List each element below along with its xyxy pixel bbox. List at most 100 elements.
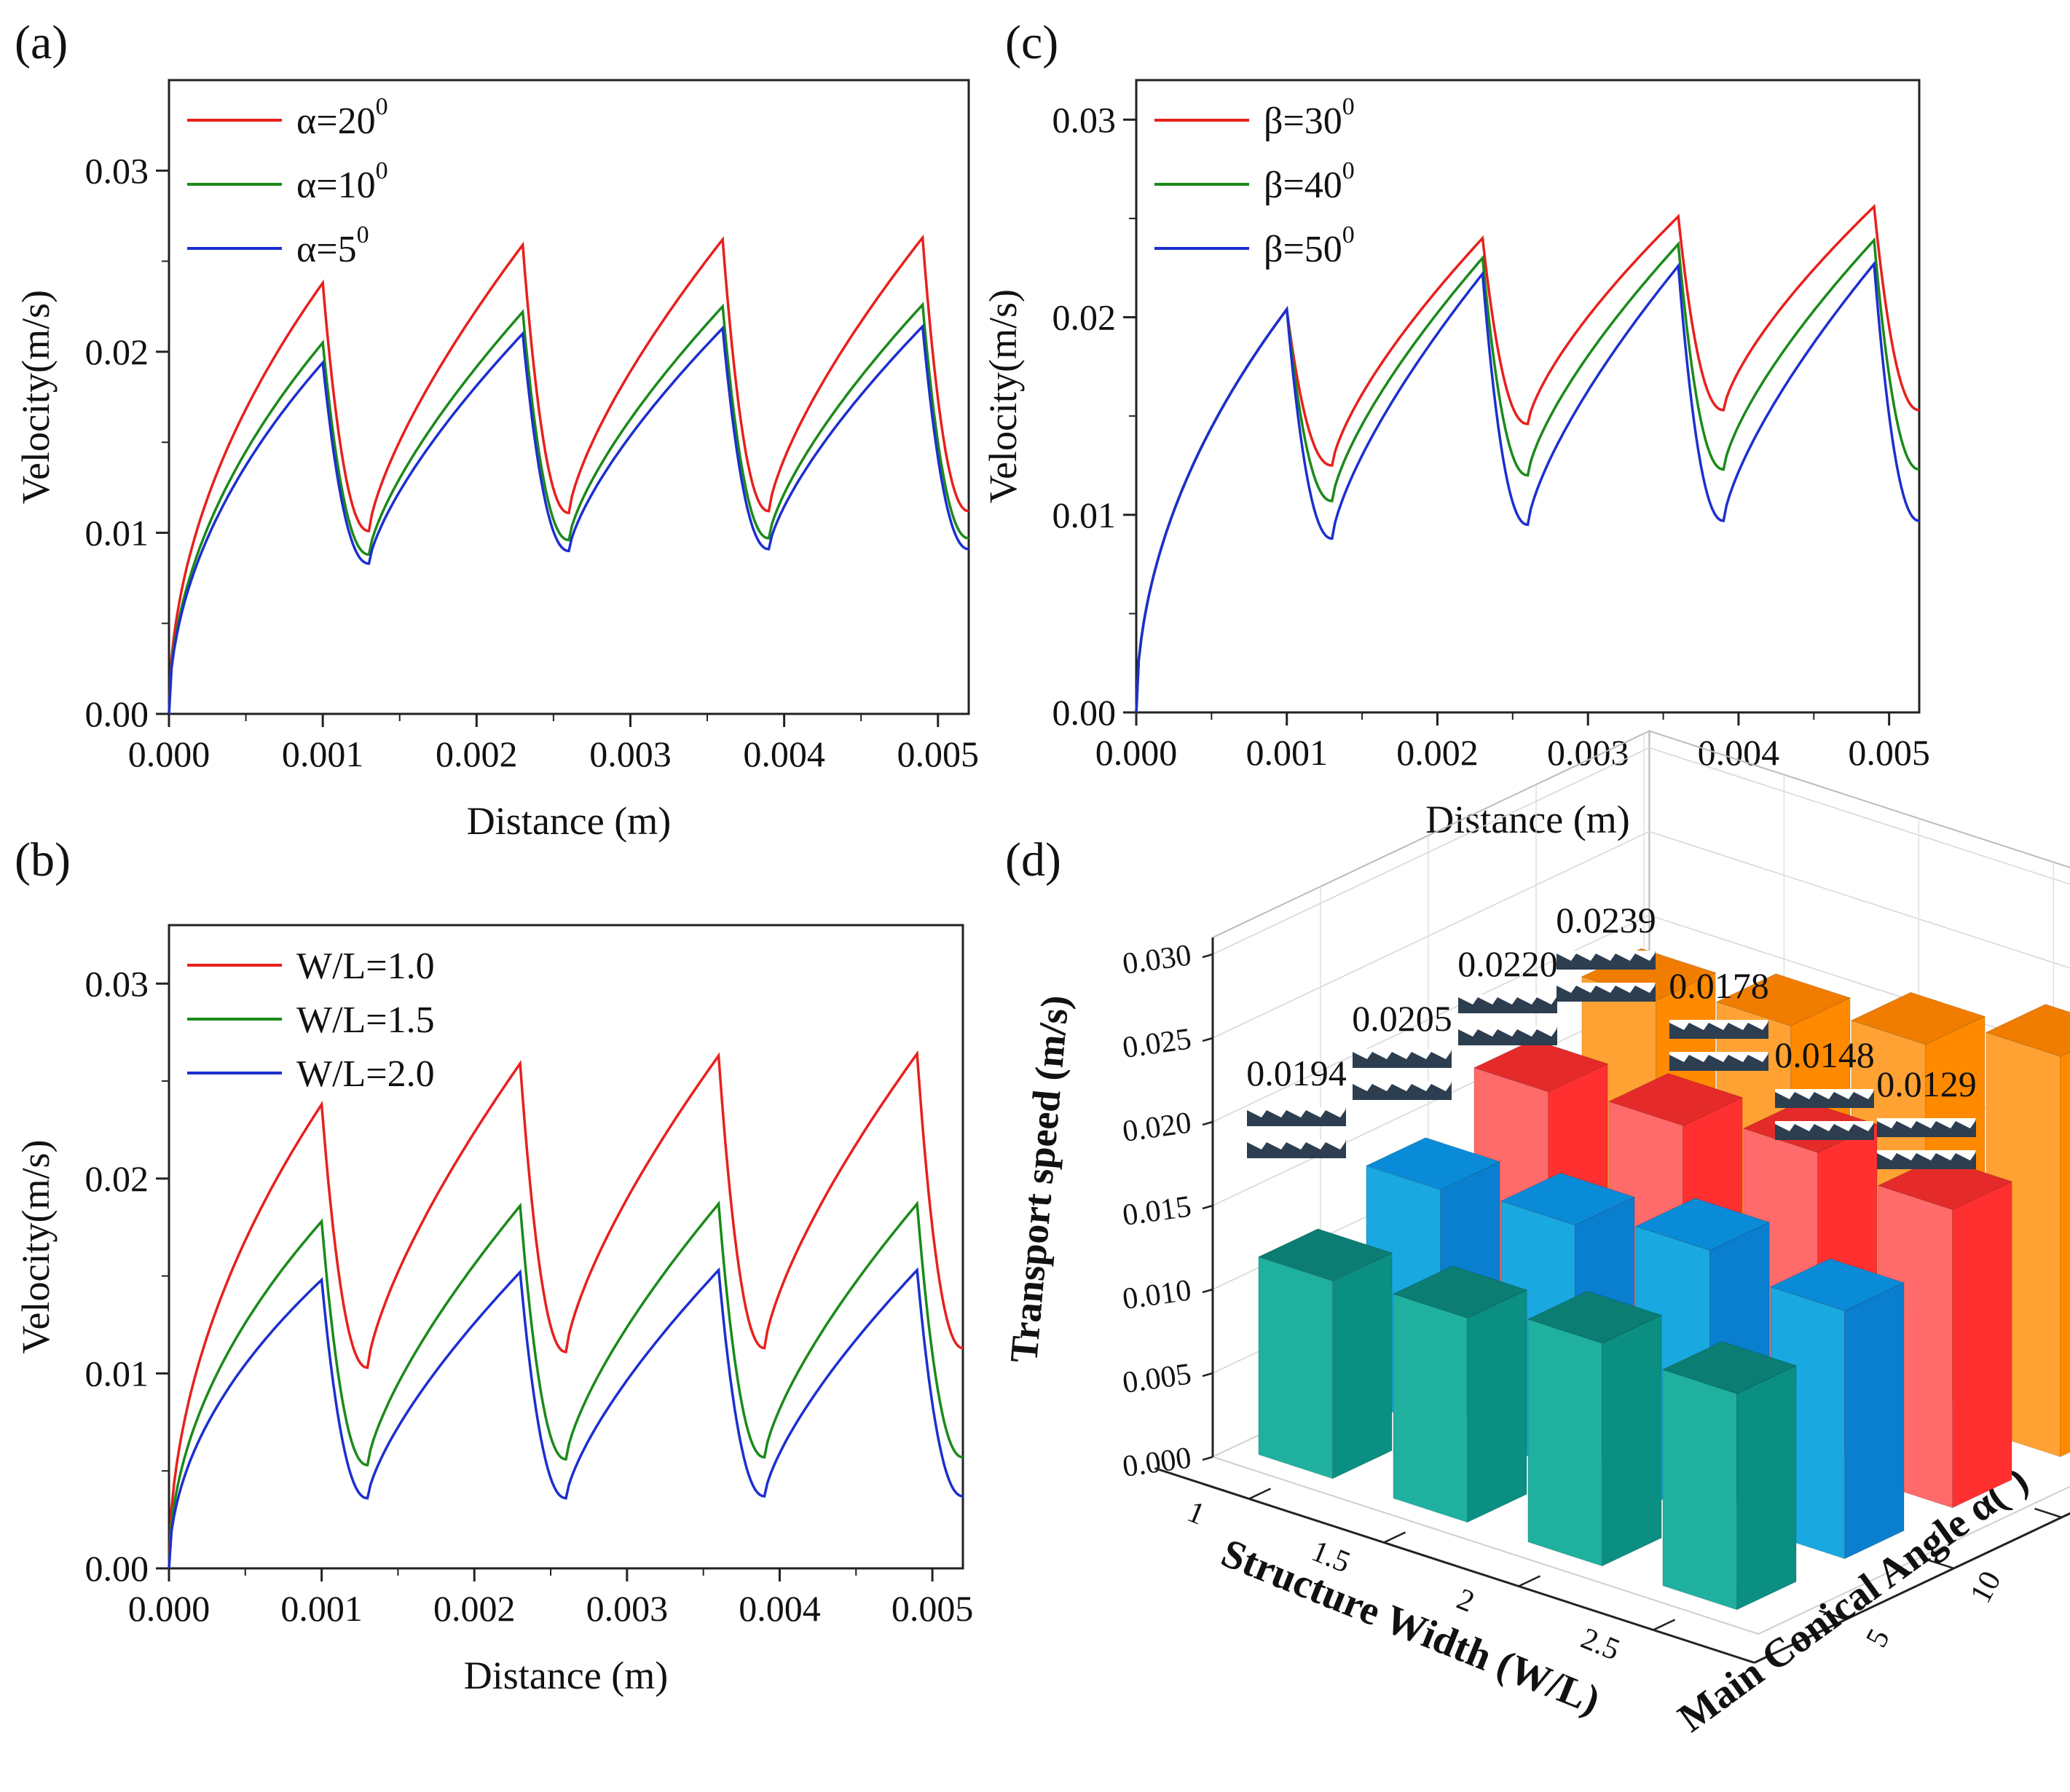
thumbnail-teeth [1247,1107,1346,1117]
thumbnail-teeth [1669,1052,1768,1062]
bar-top-face [1473,1039,1609,1093]
z-tick-mark [1202,1455,1213,1461]
structure-thumbnail [1458,994,1557,1045]
y-tick-label: 0.00 [85,693,149,734]
z-tick-mark [1202,1037,1213,1042]
thumbnail-teeth [1353,1049,1452,1059]
y-axis-label: Velocity(m/s) [14,1140,58,1354]
a-axis-line [1754,1512,2070,1664]
w-axis-label: Structure Width (W/L) [1215,1530,1606,1724]
legend-entry: β=300 [1264,93,1355,142]
thumbnail-teeth [1247,1139,1346,1150]
structure-thumbnail [1669,1020,1768,1071]
y-tick-label: 0.00 [1052,692,1117,733]
w-tick-label: 2.5 [1576,1622,1624,1667]
y-tick-label: 0.03 [85,150,149,191]
x-tick-label: 0.000 [128,734,210,774]
legend-superscript: 0 [1342,157,1355,184]
series-line-0 [168,234,969,715]
legend-entry: W/L=2.0 [296,1053,435,1095]
z-tick-mark [1202,1204,1213,1210]
y-tick-label: 0.02 [85,331,149,372]
x-tick-label: 0.004 [743,734,825,774]
thumbnail-teeth [1557,951,1656,961]
bar-top-face [1392,1265,1528,1319]
value-label: 0.0205 [1352,998,1452,1039]
legend-text: α=20 [296,101,376,142]
series-line-1 [168,1200,964,1569]
z-tick-label: 0.030 [1120,938,1193,981]
y-axis-label: Velocity(m/s) [14,290,58,504]
y-tick-label: 0.01 [85,512,149,553]
a-tick-mark [2034,1507,2062,1519]
z-gridline [1212,747,2070,955]
a-tick-label: 10 [1964,1566,2007,1609]
y-axis-label: Velocity(m/s) [981,289,1025,503]
legend-entry: β=500 [1264,221,1355,270]
bar-front-face [1527,1319,1603,1567]
bar-front-face [1393,1293,1468,1523]
bar-side-face [2060,1051,2070,1458]
thumbnail-teeth [1353,1081,1452,1091]
legend-text: β=40 [1264,165,1342,206]
plot-frame [168,924,964,1570]
z-tick-label: 0.025 [1120,1022,1193,1065]
legend-superscript: 0 [376,93,388,120]
legend-text: β=50 [1264,229,1342,270]
x-tick-label: 0.000 [128,1588,210,1629]
y-tick-label: 0.03 [85,963,149,1004]
legend-text: W/L=1.0 [296,946,435,987]
value-label: 0.0220 [1457,943,1558,984]
x-tick-label: 0.002 [433,1588,516,1629]
legend-entry: W/L=1.5 [296,999,435,1041]
series-line-1 [1135,237,1920,713]
a-tick-label: 5 [1860,1624,1896,1653]
x-axis-label: Distance (m) [1425,798,1629,841]
w-tick-label: 2 [1452,1582,1479,1619]
plot-frame [168,79,970,715]
z-tick-label: 0.005 [1120,1357,1193,1400]
panel-d-transport-3d: (d) 0.000 0.005 0.010 0.015 0.020 0.025 0.030 Tr… [1001,729,2070,1741]
series-line-2 [168,1267,964,1569]
value-label: 0.0194 [1246,1053,1347,1093]
z-tick-label: 0.010 [1120,1273,1193,1316]
panel-b-velocity-wl: (b) 0.000 0.001 0.002 0.003 0.004 0.005 0.00 0.0… [14,833,973,1697]
legend-text: W/L=1.5 [296,999,435,1041]
series-line-2 [1135,260,1920,713]
structure-thumbnail [1247,1107,1346,1158]
legend-entry: α=100 [296,157,388,206]
legend-superscript: 0 [1342,221,1355,248]
w-tick-mark [1383,1531,1406,1544]
z-tick-mark [1202,1288,1213,1294]
bar-side-face [1602,1314,1662,1567]
value-label: 0.0148 [1774,1034,1875,1075]
x-tick-label: 0.005 [1848,732,1930,773]
bar-top-face [1365,1137,1501,1190]
panel-label: (d) [1005,833,1061,887]
legend-entry: W/L=1.0 [296,946,435,987]
structure-thumbnail [1775,1089,1874,1140]
thumbnail-teeth [1775,1089,1874,1099]
legend-superscript: 0 [357,221,369,248]
bar-top-face [1607,1072,1744,1126]
thumbnail-teeth [1775,1121,1874,1131]
legend-entry: β=400 [1264,157,1355,206]
x-tick-label: 0.003 [1547,732,1629,773]
thumbnail-teeth [1877,1150,1976,1160]
series-line-0 [168,1050,964,1569]
z-tick-label: 0.020 [1120,1106,1193,1149]
structure-thumbnail [1877,1118,1976,1169]
structure-thumbnail [1353,1049,1452,1100]
z-tick-label: 0.015 [1120,1190,1193,1233]
bar-w2-a5 [1527,1290,1663,1567]
w-tick-mark [1518,1575,1541,1587]
y-tick-label: 0.01 [1052,495,1117,535]
panel-a-velocity-alpha: (a) 0.000 0.001 0.002 0.003 0.004 0.005 0.00 0.0… [14,16,979,843]
x-tick-label: 0.003 [589,734,672,774]
x-tick-label: 0.003 [586,1588,669,1629]
y-tick-label: 0.01 [85,1353,149,1394]
z-tick-mark [1202,1372,1213,1378]
value-label: 0.0129 [1876,1064,1977,1104]
value-label: 0.0178 [1669,965,1769,1006]
series-line-1 [168,302,969,715]
